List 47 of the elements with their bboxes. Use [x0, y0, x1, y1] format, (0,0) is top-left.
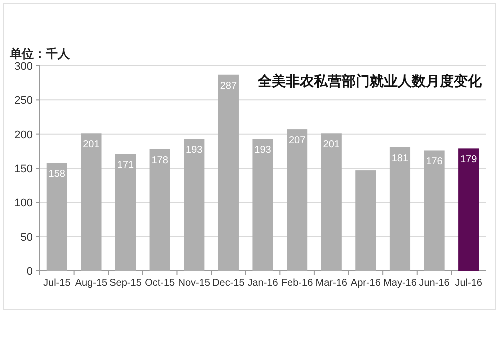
x-tick-label: Aug-15: [75, 278, 108, 289]
data-label: 178: [152, 155, 169, 166]
bar: [218, 74, 239, 271]
x-tick-label: Mar-16: [316, 278, 348, 289]
data-label: 287: [220, 80, 238, 92]
x-tick-label: Dec-15: [212, 278, 246, 289]
x-tick-label: May-16: [384, 278, 418, 289]
bar: [115, 154, 136, 271]
data-label: 193: [254, 145, 272, 156]
x-tick-label: Oct-15: [145, 278, 176, 289]
x-tick-label: Sep-15: [110, 278, 142, 289]
bar: [287, 130, 308, 271]
data-label: 201: [83, 140, 100, 151]
y-tick-label: 300: [14, 61, 33, 73]
x-tick-label: Apr-16: [350, 278, 382, 289]
x-tick-label: Jul-16: [455, 278, 483, 289]
data-label: 193: [186, 145, 204, 156]
y-tick-label: 50: [20, 232, 33, 244]
y-tick-label: 150: [14, 164, 33, 176]
data-label: 176: [426, 156, 444, 168]
bar: [458, 148, 480, 271]
x-tick-label: Jan-16: [248, 278, 279, 289]
bar: [321, 134, 342, 271]
data-label: 207: [288, 136, 306, 147]
y-tick-label: 0: [26, 266, 33, 278]
bar: [252, 139, 274, 271]
bar: [184, 139, 205, 271]
y-tick-label: 200: [14, 129, 33, 142]
data-label: 158: [48, 169, 66, 180]
bar: [424, 150, 445, 271]
x-tick-label: Jul-15: [44, 278, 72, 289]
text: 全美非农私营部门就业人数月度变化: [257, 73, 483, 89]
y-tick-label: 250: [14, 95, 33, 108]
data-label: 179: [460, 154, 478, 166]
bar: [81, 134, 102, 271]
y-axis-title: 单位：千人: [9, 47, 71, 61]
bar: [390, 147, 411, 271]
data-label: 171: [117, 160, 135, 172]
data-label: 181: [392, 153, 410, 164]
bar: [150, 149, 170, 271]
x-tick-label: Feb-16: [281, 278, 314, 289]
data-label: 201: [323, 140, 340, 151]
x-tick-label: Jun-16: [419, 278, 450, 289]
bar: [356, 170, 376, 271]
bar: [46, 163, 68, 271]
y-tick-label: 100: [14, 198, 33, 210]
x-tick-label: Nov-15: [178, 278, 211, 289]
